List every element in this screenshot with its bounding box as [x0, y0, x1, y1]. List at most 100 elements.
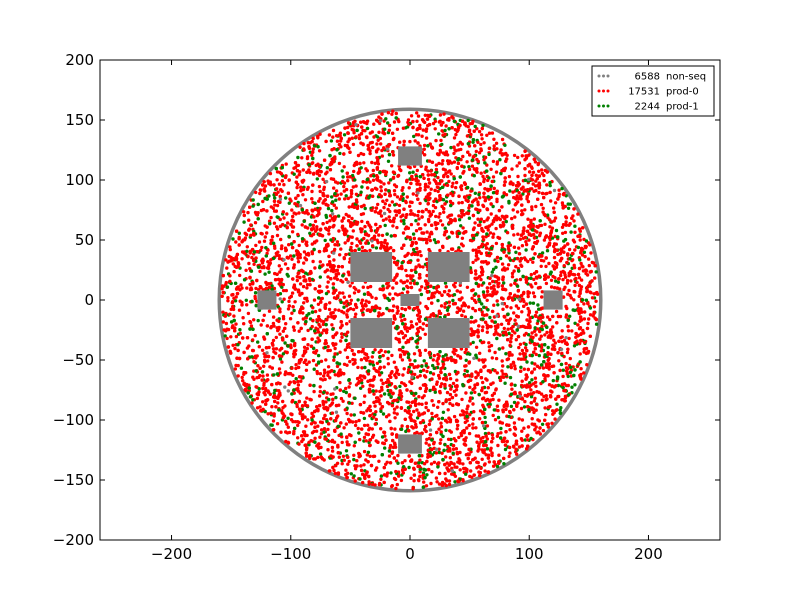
prod-0-point — [510, 275, 515, 279]
prod-1-point — [267, 270, 271, 274]
prod-0-point — [328, 348, 332, 353]
prod-0-point — [301, 354, 305, 358]
prod-1-point — [483, 415, 487, 420]
prod-1-point — [459, 224, 463, 228]
prod-0-point — [539, 306, 544, 311]
prod-0-point — [518, 277, 523, 282]
prod-0-point — [363, 249, 367, 253]
prod-0-point — [418, 374, 422, 378]
prod-0-point — [333, 471, 338, 476]
prod-0-point — [526, 192, 531, 196]
prod-1-point — [560, 186, 564, 191]
prod-0-point — [439, 438, 443, 442]
prod-0-point — [482, 396, 486, 400]
prod-0-point — [293, 165, 298, 170]
prod-0-point — [506, 321, 511, 326]
prod-0-point — [441, 120, 445, 125]
prod-0-point — [362, 435, 367, 440]
prod-0-point — [390, 450, 395, 454]
prod-0-point — [416, 114, 421, 118]
prod-0-point — [300, 417, 305, 421]
prod-0-point — [328, 301, 332, 305]
prod-0-point — [409, 285, 414, 290]
prod-0-point — [279, 237, 283, 242]
prod-0-point — [317, 149, 322, 153]
prod-1-point — [562, 239, 566, 243]
prod-1-point — [330, 195, 334, 199]
prod-1-point — [324, 291, 329, 296]
prod-0-point — [338, 326, 343, 330]
prod-0-point — [277, 319, 281, 324]
prod-0-point — [371, 178, 376, 182]
prod-0-point — [587, 263, 591, 268]
prod-0-point — [353, 479, 357, 483]
prod-0-point — [522, 226, 526, 230]
prod-0-point — [238, 331, 242, 335]
prod-0-point — [266, 359, 270, 363]
prod-1-point — [342, 133, 347, 137]
prod-0-point — [481, 238, 486, 242]
prod-0-point — [350, 136, 354, 140]
prod-0-point — [278, 270, 282, 274]
prod-0-point — [484, 390, 489, 395]
prod-0-point — [550, 226, 555, 230]
prod-0-point — [344, 422, 348, 426]
prod-0-point — [497, 453, 501, 457]
prod-0-point — [492, 332, 496, 337]
prod-0-point — [354, 192, 359, 196]
prod-0-point — [516, 232, 520, 236]
prod-1-point — [467, 165, 471, 169]
prod-0-point — [395, 127, 400, 131]
prod-0-point — [448, 429, 452, 433]
prod-1-point — [280, 300, 284, 304]
prod-0-point — [335, 364, 340, 369]
prod-0-point — [335, 243, 340, 247]
prod-0-point — [233, 346, 237, 351]
prod-0-point — [262, 313, 266, 317]
prod-0-point — [281, 406, 285, 410]
prod-0-point — [418, 123, 422, 128]
prod-0-point — [317, 290, 322, 295]
prod-0-point — [435, 413, 439, 418]
prod-0-point — [293, 300, 297, 304]
prod-0-point — [495, 191, 499, 195]
prod-1-point — [570, 385, 574, 389]
prod-0-point — [392, 136, 396, 141]
prod-0-point — [520, 209, 524, 213]
prod-1-point — [430, 438, 434, 442]
prod-0-point — [246, 311, 251, 316]
prod-0-point — [296, 193, 300, 198]
prod-0-point — [520, 310, 524, 314]
prod-0-point — [252, 377, 256, 381]
prod-0-point — [537, 190, 541, 195]
prod-0-point — [454, 393, 458, 397]
prod-0-point — [392, 411, 396, 415]
prod-0-point — [361, 411, 366, 415]
prod-0-point — [405, 274, 409, 278]
prod-0-point — [416, 213, 420, 218]
prod-0-point — [346, 175, 350, 179]
prod-0-point — [483, 243, 487, 247]
prod-0-point — [550, 421, 554, 425]
prod-0-point — [318, 435, 322, 439]
prod-0-point — [227, 254, 231, 259]
prod-0-point — [409, 243, 414, 248]
prod-0-point — [424, 405, 428, 410]
prod-0-point — [438, 248, 442, 253]
prod-0-point — [474, 426, 478, 430]
prod-1-point — [344, 194, 348, 198]
prod-0-point — [488, 399, 492, 404]
prod-0-point — [487, 431, 491, 435]
prod-0-point — [586, 350, 590, 354]
prod-0-point — [330, 449, 335, 453]
prod-0-point — [566, 292, 570, 296]
prod-0-point — [345, 411, 349, 416]
prod-0-point — [339, 339, 343, 343]
prod-0-point — [534, 310, 539, 314]
prod-1-point — [482, 305, 486, 309]
prod-0-point — [359, 301, 364, 305]
prod-0-point — [426, 455, 430, 459]
prod-0-point — [236, 374, 240, 378]
prod-0-point — [409, 114, 414, 118]
prod-0-point — [455, 234, 460, 239]
